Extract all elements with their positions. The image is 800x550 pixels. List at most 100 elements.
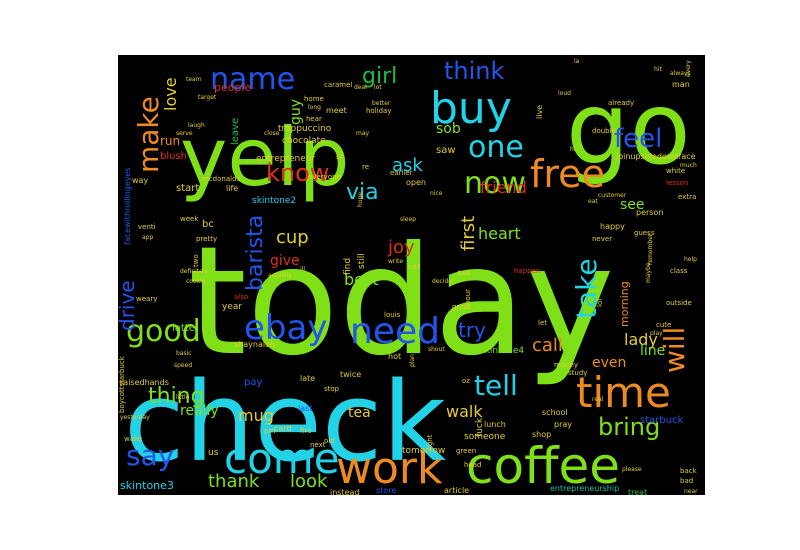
cloud-word-ill: ill bbox=[300, 266, 305, 273]
cloud-word-today: today bbox=[188, 215, 615, 389]
cloud-word-two: two bbox=[192, 254, 200, 267]
cloud-word-start: start bbox=[176, 183, 199, 194]
cloud-word-life: life bbox=[226, 184, 238, 193]
cloud-word-shaynaleh: shaynaleh bbox=[234, 340, 275, 349]
cloud-word-please: please bbox=[622, 466, 642, 473]
cloud-background bbox=[118, 55, 705, 495]
cloud-word-much: much bbox=[680, 162, 697, 169]
cloud-word-shop: shop bbox=[532, 430, 551, 439]
cloud-word-really: really bbox=[180, 403, 219, 419]
cloud-word-app: app bbox=[142, 234, 153, 241]
cloud-word-morning: morning bbox=[618, 281, 631, 327]
cloud-word-venti: venti bbox=[138, 223, 156, 231]
cloud-word-people: people bbox=[214, 81, 252, 94]
cloud-word-back: back bbox=[680, 467, 698, 475]
cloud-word-sob: sob bbox=[436, 121, 461, 137]
cloud-word-right: right bbox=[426, 434, 434, 451]
cloud-word-help: help bbox=[684, 256, 697, 263]
cloud-word-double: double bbox=[592, 127, 616, 135]
cloud-word-fire: fire bbox=[300, 427, 311, 435]
cloud-word-also: also bbox=[234, 293, 248, 301]
cloud-word-cold: cold bbox=[408, 264, 421, 271]
cloud-word-coffee: coffee bbox=[466, 437, 620, 495]
cloud-word-class: class bbox=[670, 267, 688, 275]
cloud-word-take: take bbox=[570, 258, 603, 319]
cloud-word-near: near bbox=[684, 488, 698, 495]
cloud-word-bad: bad bbox=[680, 477, 693, 485]
cloud-word-yelp: yelp bbox=[180, 111, 350, 204]
cloud-word-plan: plan bbox=[409, 354, 416, 367]
cloud-word-joinupsidedownface: joinupsidedownface bbox=[615, 152, 696, 161]
cloud-word-mug: mug bbox=[238, 406, 274, 425]
cloud-word-bc: bc bbox=[202, 219, 214, 230]
cloud-word-old: old bbox=[324, 437, 335, 445]
cloud-word-skintone4: skintone4 bbox=[480, 346, 524, 356]
cloud-word-cute: cute bbox=[656, 321, 671, 329]
cloud-word-cup: cup bbox=[276, 227, 309, 248]
cloud-word-caramel: caramel bbox=[324, 81, 352, 89]
cloud-word-hear: hear bbox=[306, 115, 322, 123]
cloud-word-go: go bbox=[566, 70, 691, 187]
cloud-word-pay: pay bbox=[244, 377, 262, 388]
cloud-word-next: next bbox=[310, 441, 326, 449]
cloud-word-hope: hope bbox=[357, 192, 364, 207]
cloud-word-eat: eat bbox=[588, 198, 598, 205]
cloud-word-thank: thank bbox=[208, 471, 260, 492]
cloud-word-name: name bbox=[210, 62, 295, 97]
cloud-word-man: man bbox=[672, 80, 690, 89]
cloud-word-hot: hot bbox=[388, 352, 401, 361]
cloud-word-school: school bbox=[542, 408, 568, 417]
cloud-word-meet: meet bbox=[326, 106, 347, 115]
cloud-word-card: card bbox=[274, 424, 292, 433]
cloud-word-free: free bbox=[530, 152, 605, 196]
cloud-word-fuck: fuck bbox=[475, 417, 485, 437]
cloud-word-stop: stop bbox=[324, 385, 340, 393]
cloud-word-latte: latte bbox=[172, 323, 195, 334]
cloud-word-sleep: sleep bbox=[400, 216, 416, 223]
cloud-word-shout: shout bbox=[428, 346, 445, 353]
cloud-word-real: real bbox=[592, 396, 604, 403]
cloud-word-heart: heart bbox=[478, 224, 521, 243]
cloud-word-know: know bbox=[266, 159, 329, 187]
cloud-word-will: will bbox=[658, 327, 691, 373]
cloud-word-never: never bbox=[592, 235, 612, 243]
cloud-word-best: best bbox=[344, 270, 379, 289]
cloud-word-happen: happen bbox=[514, 267, 540, 275]
cloud-word-serve: serve bbox=[176, 130, 193, 137]
cloud-word-saw: saw bbox=[436, 145, 456, 156]
cloud-word-feel: feel bbox=[614, 124, 662, 154]
cloud-word-good: good bbox=[126, 314, 201, 349]
cloud-word-open: open bbox=[406, 178, 426, 187]
cloud-word-buy: buy bbox=[430, 83, 512, 134]
cloud-word-still: still bbox=[357, 253, 367, 269]
cloud-word-boycottstarbuck: boycottstarbuck bbox=[118, 355, 126, 413]
cloud-word-white: white bbox=[666, 167, 685, 175]
cloud-word-lady: lady bbox=[624, 330, 658, 349]
cloud-word-say: say bbox=[126, 439, 174, 472]
cloud-word-time: time bbox=[576, 368, 671, 417]
cloud-word-little: little bbox=[176, 394, 190, 401]
cloud-word-lunch: lunch bbox=[484, 420, 506, 429]
cloud-word-pretty: pretty bbox=[196, 235, 217, 243]
word-cloud: today check go yelp coffee work come time buy fre… bbox=[118, 55, 705, 495]
cloud-word-first: first bbox=[458, 216, 479, 251]
cloud-word-ask: ask bbox=[392, 155, 423, 176]
cloud-word-make: make bbox=[132, 96, 165, 173]
cloud-word-try: try bbox=[458, 318, 486, 342]
cloud-word-chocolate: chocolate bbox=[282, 136, 326, 146]
cloud-word-let: let bbox=[538, 319, 547, 327]
cloud-word-basic: basic bbox=[176, 350, 192, 357]
cloud-word-sit: sit bbox=[336, 154, 344, 161]
cloud-word-person: person bbox=[636, 208, 663, 217]
cloud-word-see: see bbox=[620, 197, 645, 213]
cloud-word-hour: hour bbox=[464, 289, 472, 305]
cloud-word-actually: actually bbox=[268, 272, 292, 279]
cloud-word-hi: hi bbox=[570, 146, 576, 153]
cloud-word-green: green bbox=[456, 447, 476, 455]
cloud-word-joy: joy bbox=[387, 237, 415, 258]
cloud-word-bring: bring bbox=[598, 413, 660, 441]
cloud-word-wake: wake bbox=[124, 435, 142, 443]
cloud-word-customer: customer bbox=[598, 192, 627, 199]
cloud-word-money: money bbox=[554, 361, 578, 369]
cloud-word-guess: guess bbox=[634, 229, 655, 237]
